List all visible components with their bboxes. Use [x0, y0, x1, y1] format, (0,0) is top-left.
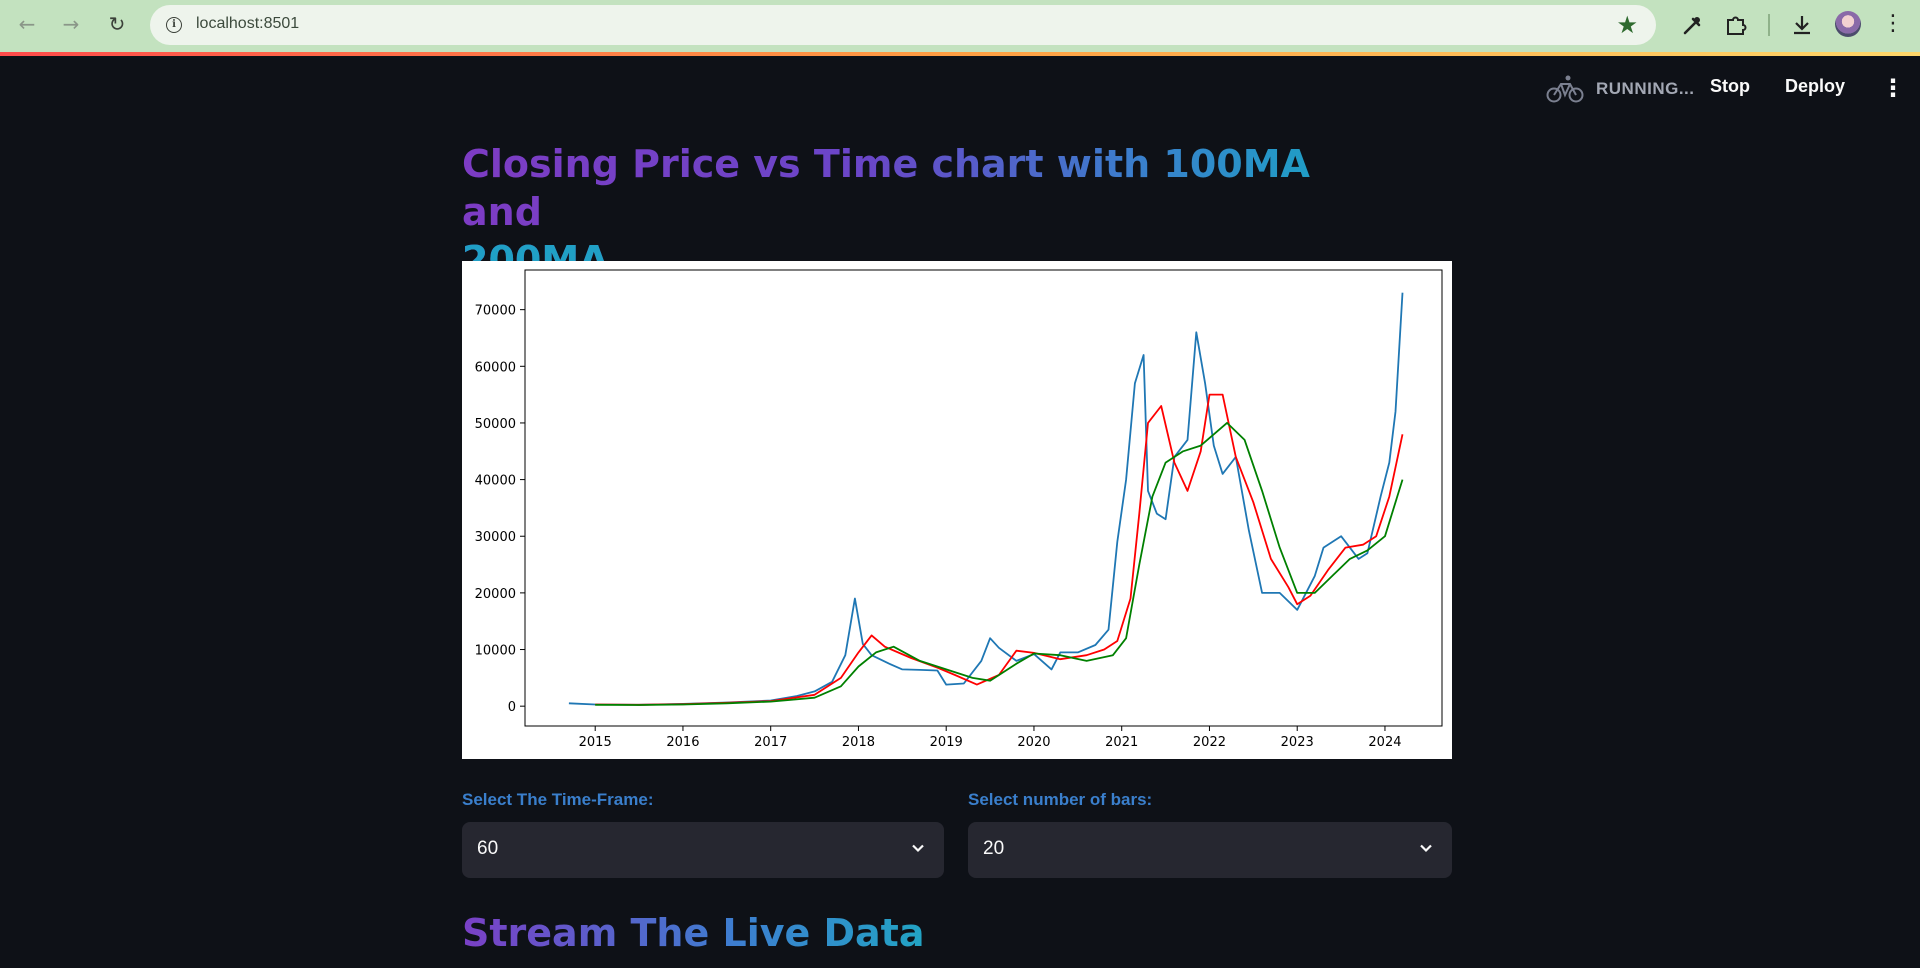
x-tick-label: 2021 [1105, 735, 1138, 750]
extensions-icon[interactable] [1722, 11, 1750, 39]
y-tick-label: 30000 [475, 530, 516, 545]
chevron-down-icon [1420, 844, 1432, 853]
status-widget: RUNNING... [1546, 74, 1695, 104]
app-header: RUNNING... Stop Deploy ⋮ [0, 56, 1920, 120]
chart-svg: 2015 2016 2017 2018 2019 2020 2021 2022 2023 2024… [475, 269, 1443, 750]
chevron-down-icon [912, 844, 924, 853]
main-menu-icon[interactable]: ⋮ [1881, 74, 1905, 102]
y-tick-label: 60000 [475, 360, 516, 375]
section-title-stream[interactable]: Stream The Live Data [462, 908, 925, 958]
x-tick-label: 2017 [754, 735, 787, 750]
x-tick-label: 2019 [930, 735, 963, 750]
bicycle-icon [1546, 75, 1584, 103]
browser-toolbar: ← → ↻ i localhost:8501 ★ ⋮ [0, 0, 1920, 54]
arrow-forward-icon[interactable]: → [62, 12, 80, 36]
time-frame-value: 60 [477, 838, 499, 859]
x-tick-label: 2016 [666, 735, 699, 750]
x-tick-label: 2023 [1281, 735, 1314, 750]
time-frame-select[interactable]: 60 [462, 822, 944, 878]
num-bars-label: Select number of bars: [968, 790, 1153, 809]
plot-frame [524, 269, 1443, 727]
deploy-button[interactable]: Deploy [1785, 76, 1846, 96]
num-bars-value: 20 [983, 838, 1005, 859]
toolbar-divider [1768, 14, 1770, 36]
x-tick-label: 2020 [1017, 735, 1050, 750]
url-text[interactable]: localhost:8501 [196, 15, 300, 32]
bookmark-star-icon[interactable]: ★ [1616, 11, 1638, 39]
reload-icon[interactable]: ↻ [108, 12, 126, 36]
y-tick-label: 10000 [475, 644, 516, 659]
eyedropper-icon[interactable] [1677, 11, 1705, 39]
download-icon[interactable] [1788, 11, 1816, 39]
app-decoration-strip [0, 52, 1920, 56]
site-info-icon[interactable]: i [166, 17, 182, 33]
y-tick-label: 0 [508, 700, 516, 715]
x-tick-label: 2024 [1368, 735, 1401, 750]
y-tick-label: 20000 [475, 587, 516, 602]
closing-price-chart: 2015 2016 2017 2018 2019 2020 2021 2022 2023 2024… [462, 261, 1452, 759]
x-tick-label: 2022 [1193, 735, 1226, 750]
series-line-1 [595, 393, 1404, 706]
y-tick-label: 50000 [475, 417, 516, 432]
page-title-line1[interactable]: Closing Price vs Time chart with 100MA a… [462, 142, 1310, 234]
time-frame-label: Select The Time-Frame: [462, 790, 654, 809]
x-tick-label: 2015 [579, 735, 612, 750]
browser-menu-icon[interactable]: ⋮ [1882, 11, 1904, 36]
x-tick-label: 2018 [842, 735, 875, 750]
num-bars-select[interactable]: 20 [968, 822, 1452, 878]
stop-button[interactable]: Stop [1710, 76, 1750, 96]
address-bar[interactable]: i localhost:8501 ★ [150, 5, 1656, 45]
running-status-text: RUNNING... [1596, 79, 1695, 98]
profile-avatar[interactable] [1835, 11, 1861, 37]
y-tick-label: 40000 [475, 474, 516, 489]
y-tick-label: 70000 [475, 304, 516, 319]
series-line-0 [568, 292, 1404, 706]
arrow-back-icon[interactable]: ← [18, 12, 36, 36]
series-line-2 [595, 421, 1404, 706]
